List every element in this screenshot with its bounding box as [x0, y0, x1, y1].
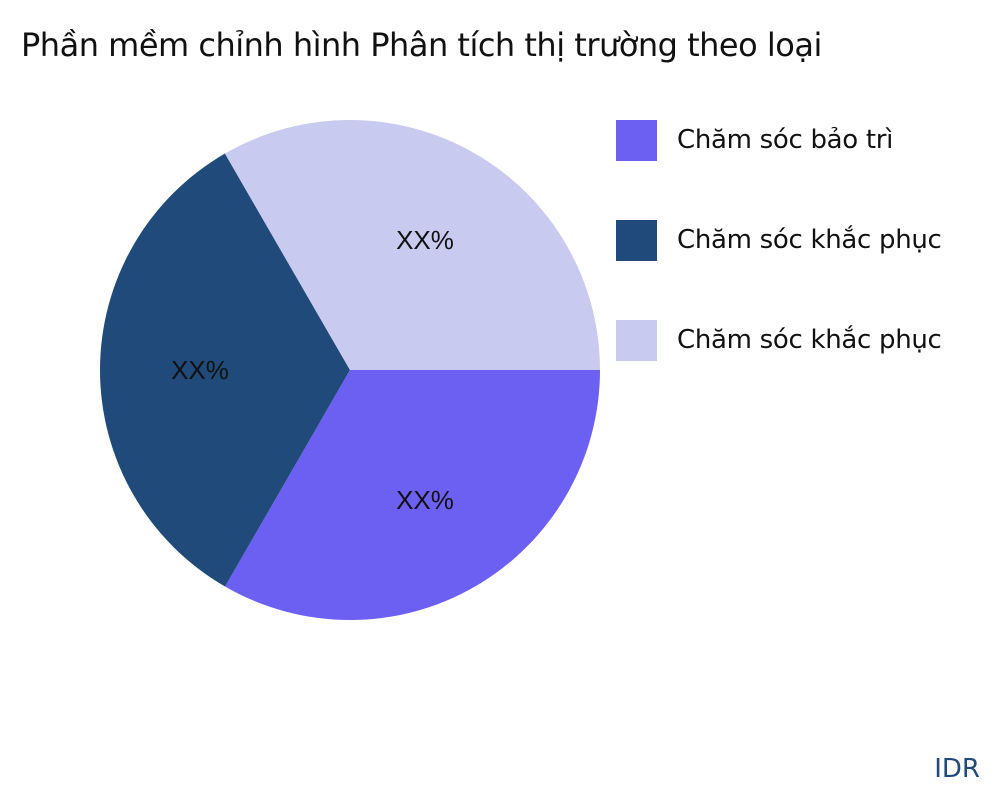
legend-swatch: [616, 219, 657, 261]
slice-label-0: XX%: [396, 485, 454, 515]
legend-label: Chăm sóc khắc phục: [677, 225, 942, 255]
pie-slice-1: [100, 153, 350, 587]
slice-label-1: XX%: [171, 355, 229, 385]
source-label: IDR: [934, 754, 980, 784]
legend-label: Chăm sóc bảo trì: [677, 125, 894, 155]
pie-slice-2: [224, 119, 601, 371]
legend-swatch: [616, 319, 657, 361]
legend-item-0: Chăm sóc bảo trì: [616, 119, 894, 161]
legend-label: Chăm sóc khắc phục: [677, 325, 942, 355]
legend-item-2: Chăm sóc khắc phục: [616, 319, 942, 361]
legend-item-1: Chăm sóc khắc phục: [616, 219, 942, 261]
slice-label-2: XX%: [396, 225, 454, 255]
legend-swatch: [616, 119, 657, 161]
chart-title: Phần mềm chỉnh hình Phân tích thị trường…: [21, 26, 822, 64]
pie-slice-0: [225, 370, 600, 621]
